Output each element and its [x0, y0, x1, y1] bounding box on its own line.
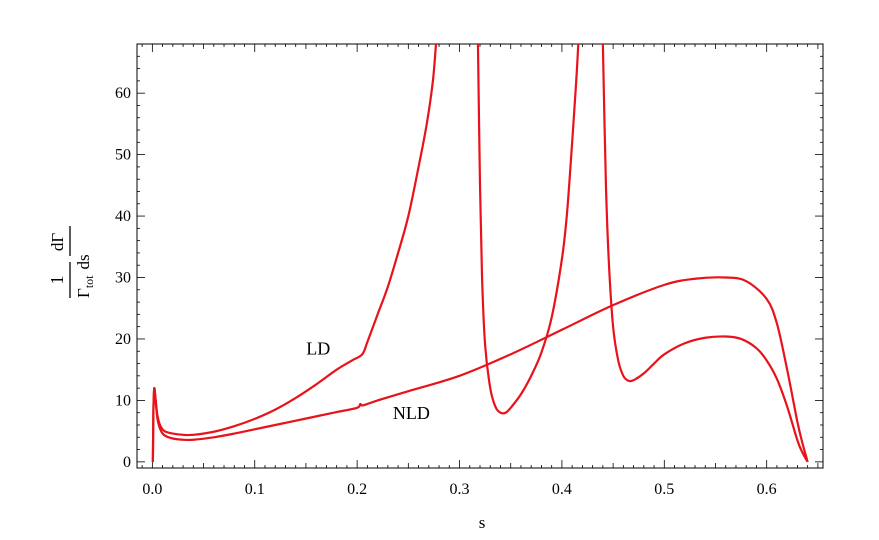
- x-tick-label: 0.1: [245, 481, 265, 498]
- y-tick-labels: 0 10 20 30 40 50 60: [115, 85, 131, 471]
- x-tick-labels: 0.0 0.1 0.2 0.3 0.4 0.5 0.6: [142, 481, 776, 498]
- y-label-denominator: Γtotds: [74, 254, 96, 298]
- x-tick-label: 0.6: [757, 481, 777, 498]
- plot-border: [136, 43, 824, 469]
- y-label-numerator-left: 1: [47, 276, 67, 285]
- series-line-ld: [151, 43, 438, 462]
- x-tick-label: 0.2: [347, 481, 367, 498]
- y-tick-label: 0: [123, 454, 131, 471]
- annotation-nld: NLD: [393, 403, 430, 423]
- series-line-nld: [151, 276, 809, 463]
- x-tick-label: 0.4: [552, 481, 572, 498]
- y-label-numerator-right: dΓ: [48, 233, 67, 252]
- series-lines: [151, 43, 809, 463]
- series-line-ld: [601, 43, 809, 463]
- annotation-ld: LD: [306, 338, 330, 358]
- annotations: LD NLD: [306, 338, 430, 423]
- x-tick-label: 0.3: [450, 481, 470, 498]
- y-tick-label: 50: [115, 147, 131, 164]
- x-tick-label: 0.0: [142, 481, 162, 498]
- y-tick-label: 20: [115, 331, 131, 348]
- y-tick-label: 60: [115, 85, 131, 102]
- x-tick-label: 0.5: [654, 481, 674, 498]
- y-tick-label: 40: [115, 208, 131, 225]
- x-axis-label: s: [479, 513, 486, 532]
- y-axis-label: 1 dΓ Γtotds: [47, 226, 96, 298]
- y-tick-label: 30: [115, 270, 131, 287]
- series-line-ld: [476, 43, 580, 415]
- plot-frame: [136, 43, 824, 469]
- y-tick-label: 10: [115, 392, 131, 409]
- axis-ticks: [137, 43, 823, 468]
